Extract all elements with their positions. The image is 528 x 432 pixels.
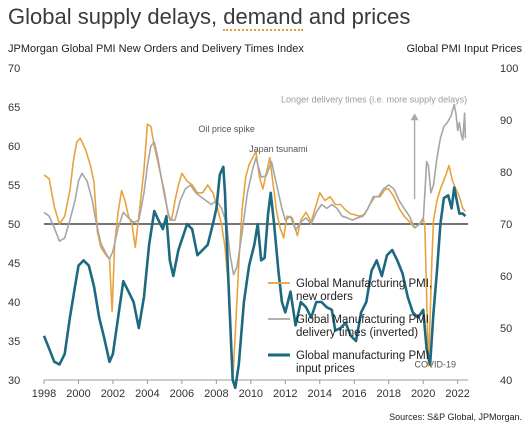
annotation-2: Longer delivery times (i.e. more supply … [281, 94, 467, 104]
right-axis-title: Global PMI Input Prices [406, 43, 522, 55]
y-left-tick-label: 70 [8, 63, 20, 75]
x-tick-label: 2016 [342, 388, 366, 400]
series-line-delivery [43, 103, 467, 276]
series-line-new_orders [43, 123, 467, 383]
annotation-0: Oil price spike [198, 124, 255, 134]
y-left-tick-label: 55 [8, 180, 20, 192]
y-right-tick-label: 60 [500, 271, 512, 283]
y-left-tick-label: 65 [8, 102, 20, 114]
x-tick-label: 2020 [411, 388, 435, 400]
x-tick-label: 2022 [445, 388, 469, 400]
y-right-tick-label: 70 [500, 219, 512, 231]
legend-label-input_prices: input prices [296, 363, 355, 375]
title-highlight-demand: demand [223, 4, 303, 31]
y-right-tick-label: 90 [500, 115, 512, 127]
legend-label-new_orders: new orders [296, 291, 353, 303]
x-tick-label: 2018 [376, 388, 400, 400]
y-right-tick-label: 40 [500, 375, 512, 387]
chart-title: Global supply delays, demand and prices [8, 4, 411, 31]
annotation-arrow-head [410, 113, 419, 121]
title-part-1: Global supply delays, [8, 4, 224, 29]
y-right-tick-label: 50 [500, 323, 512, 335]
y-left-tick-label: 35 [8, 336, 20, 348]
x-tick-label: 2004 [135, 388, 159, 400]
x-tick-label: 2012 [273, 388, 297, 400]
legend-label-input_prices: Global manufacturing PMI [296, 350, 429, 362]
annotation-3: COVID-19 [414, 360, 456, 370]
y-right-tick-label: 100 [500, 63, 518, 75]
y-left-tick-label: 60 [8, 141, 20, 153]
annotation-1: Japan tsunami [249, 144, 308, 154]
x-tick-label: 2006 [170, 388, 194, 400]
x-tick-label: 1998 [32, 388, 56, 400]
x-tick-label: 2000 [66, 388, 90, 400]
y-left-tick-label: 40 [8, 297, 20, 309]
source-note: Sources: S&P Global, JPMorgan. [389, 412, 522, 422]
x-tick-label: 2014 [308, 388, 332, 400]
x-tick-label: 2002 [101, 388, 125, 400]
y-left-tick-label: 45 [8, 258, 20, 270]
y-left-tick-label: 50 [8, 219, 20, 231]
title-part-3: and prices [302, 4, 411, 29]
x-tick-label: 2008 [204, 388, 228, 400]
legend-label-new_orders: Global Manufacturing PMI, [296, 278, 432, 290]
legend-label-delivery: Global Manufacturing PMI [296, 314, 429, 326]
legend-label-delivery: delivery times (inverted) [296, 327, 418, 339]
y-right-tick-label: 80 [500, 167, 512, 179]
left-axis-title: JPMorgan Global PMI New Orders and Deliv… [8, 43, 304, 55]
y-left-tick-label: 30 [8, 375, 20, 387]
series-line-input_prices [42, 165, 467, 390]
x-tick-label: 2010 [239, 388, 263, 400]
